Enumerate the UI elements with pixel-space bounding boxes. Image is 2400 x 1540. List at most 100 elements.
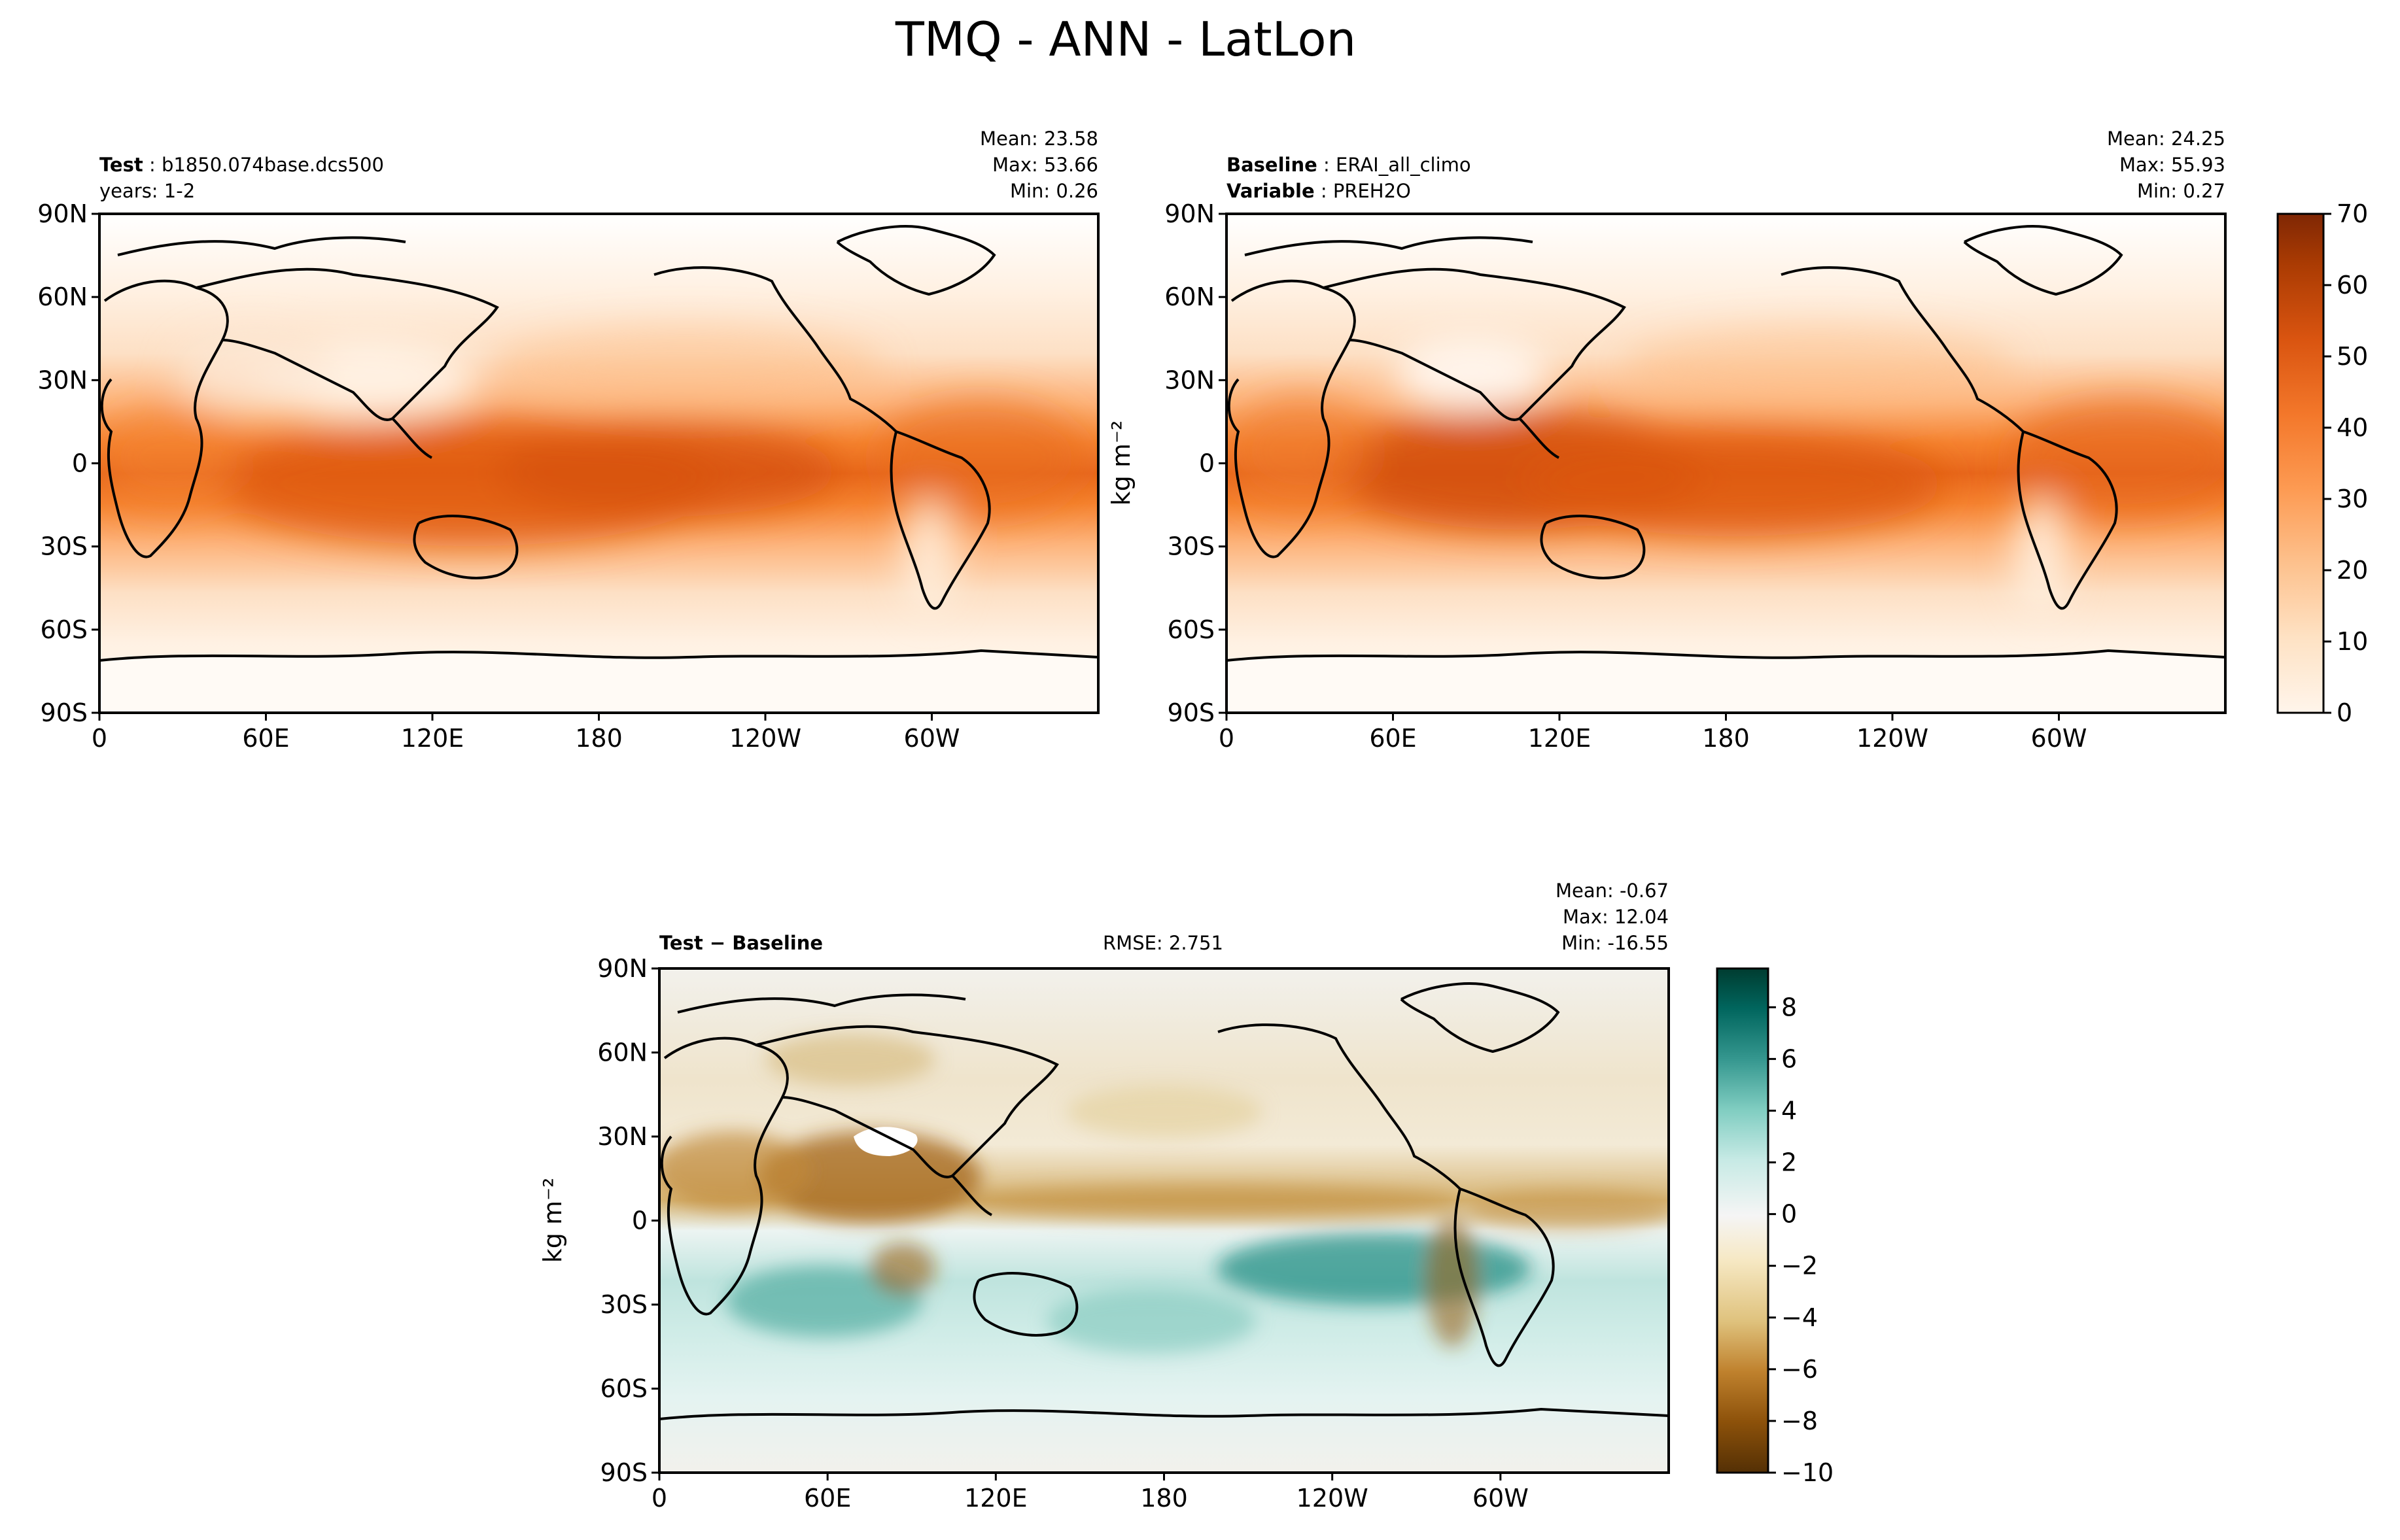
panel-baseline-yticks: 90N 60N 30N 0 30S 60S 90S	[1164, 199, 1226, 727]
colorbar-tick-label: −8	[1781, 1407, 1818, 1435]
colorbar-tick-label: 0	[2337, 698, 2352, 727]
panel-test-years: years: 1-2	[99, 180, 195, 202]
xtick-label: 60W	[904, 724, 960, 753]
colorbar-tick-label: 0	[1781, 1200, 1797, 1229]
ytick-label: 30S	[600, 1290, 648, 1319]
xtick-label: 120E	[1528, 724, 1591, 753]
panel-test-yticks: 90N 60N 30N 0 30S 60S 90S	[37, 199, 99, 727]
panel-test-label-sep: :	[143, 154, 162, 176]
panel-test-field	[99, 214, 1098, 713]
colorbar-tick-label: −10	[1781, 1458, 1834, 1487]
colorbar-tick-label: 30	[2337, 485, 2368, 513]
panel-diff-xticks: 0 60E 120E 180 120W 60W	[652, 1473, 1529, 1513]
colorbar-tick-label: 4	[1781, 1096, 1797, 1125]
xtick-label: 0	[1219, 724, 1234, 753]
panel-test-stat-max: Max: 53.66	[992, 154, 1098, 176]
ytick-label: 30S	[41, 532, 88, 561]
panel-diff-stat-min: Min: -16.55	[1561, 932, 1669, 954]
ytick-label: 90S	[41, 698, 88, 727]
panel-baseline-variable: Variable : PREH2O	[1226, 180, 1411, 202]
ytick-label: 60S	[600, 1375, 648, 1403]
panel-baseline-variable-bold: Variable	[1226, 180, 1315, 202]
ytick-label: 60S	[1168, 615, 1215, 644]
ytick-label: 30N	[597, 1122, 648, 1151]
panel-baseline-label-text: ERAI_all_climo	[1336, 154, 1471, 176]
colorbar-abs-fill	[2278, 214, 2323, 713]
ytick-label: 0	[72, 449, 88, 478]
ytick-label: 30N	[37, 366, 88, 394]
panel-baseline-variable-sep: :	[1315, 180, 1333, 202]
colorbar-diff-frame	[1716, 967, 1769, 1474]
xtick-label: 120W	[1856, 724, 1928, 753]
colorbar-diff-ticks: −10 −8 −6 −4 −2 0 2 4 6 8	[1768, 993, 1834, 1487]
xtick-label: 60E	[242, 724, 289, 753]
ytick-label: 0	[632, 1206, 648, 1235]
ytick-label: 90N	[1164, 199, 1215, 228]
xtick-label: 60E	[804, 1484, 851, 1513]
panel-diff-stat-mean: Mean: -0.67	[1556, 880, 1669, 902]
panel-test-xticks: 0 60E 120E 180 120W 60W	[92, 713, 960, 753]
colorbar-abs-ticks: 0 10 20 30 40 50 60 70	[2323, 199, 2368, 727]
colorbar-tick-label: 50	[2337, 342, 2368, 371]
xtick-label: 60W	[1472, 1484, 1529, 1513]
panel-baseline-label-bold: Baseline	[1226, 154, 1317, 176]
xtick-label: 60W	[2031, 724, 2087, 753]
colorbar-tick-label: 2	[1781, 1148, 1797, 1177]
colorbar-tick-label: −2	[1781, 1252, 1818, 1280]
panel-diff: Test − Baseline RMSE: 2.751 Mean: -0.67 …	[538, 880, 1670, 1513]
panel-diff-yticks: 90N 60N 30N 0 30S 60S 90S	[597, 954, 659, 1487]
ytick-label: 90N	[37, 199, 88, 228]
colorbar-tick-label: 6	[1781, 1044, 1797, 1073]
ytick-label: 90N	[597, 954, 648, 983]
xtick-label: 120W	[729, 724, 801, 753]
xtick-label: 120E	[401, 724, 464, 753]
colorbar-tick-label: 10	[2337, 627, 2368, 656]
ytick-label: 90S	[600, 1458, 648, 1487]
panel-baseline-stat-mean: Mean: 24.25	[2107, 128, 2225, 150]
xtick-label: 0	[92, 724, 107, 753]
panel-test-label-text: b1850.074base.dcs500	[162, 154, 384, 176]
colorbar-diff-fill	[1717, 968, 1768, 1473]
colorbar-tick-label: −6	[1781, 1355, 1818, 1384]
panel-baseline-stat-min: Min: 0.27	[2137, 180, 2225, 202]
ytick-label: 0	[1199, 449, 1215, 478]
xtick-label: 180	[575, 724, 623, 753]
panel-baseline-variable-text: PREH2O	[1333, 180, 1411, 202]
colorbar-diff: −10 −8 −6 −4 −2 0 2 4 6 8	[1716, 967, 1834, 1487]
colorbar-tick-label: 8	[1781, 993, 1797, 1021]
xtick-label: 180	[1702, 724, 1750, 753]
panel-diff-rmse: RMSE: 2.751	[1103, 932, 1223, 954]
ytick-label: 90S	[1168, 698, 1215, 727]
colorbar-abs-frame	[2276, 213, 2325, 714]
panel-test-label-bold: Test	[99, 154, 143, 176]
panel-diff-ylabel: kg m⁻²	[538, 1178, 567, 1263]
ytick-label: 60N	[1164, 282, 1215, 311]
xtick-label: 60E	[1369, 724, 1416, 753]
colorbar-tick-label: 20	[2337, 556, 2368, 585]
panel-test-stat-mean: Mean: 23.58	[980, 128, 1098, 150]
ytick-label: 60N	[37, 282, 88, 311]
panel-test-label: Test : b1850.074base.dcs500	[99, 154, 384, 176]
xtick-label: 120E	[964, 1484, 1028, 1513]
colorbar-tick-label: 70	[2337, 199, 2368, 228]
ytick-label: 60N	[597, 1038, 648, 1067]
coastlines-baseline	[1226, 225, 2225, 662]
panel-baseline-xticks: 0 60E 120E 180 120W 60W	[1219, 713, 2087, 753]
panel-diff-field	[659, 968, 1669, 1473]
coastlines-diff	[659, 982, 1669, 1420]
figure-title: TMQ - ANN - LatLon	[895, 12, 1356, 67]
panel-test-stat-min: Min: 0.26	[1010, 180, 1098, 202]
colorbar-tick-label: 40	[2337, 413, 2368, 442]
panel-baseline-stat-max: Max: 55.93	[2119, 154, 2225, 176]
colorbar-tick-label: 60	[2337, 271, 2368, 299]
ytick-label: 30S	[1168, 532, 1215, 561]
panel-baseline-ylabel: kg m⁻²	[1107, 420, 1136, 506]
panel-baseline: Baseline : ERAI_all_climo Variable : PRE…	[1107, 128, 2227, 753]
xtick-label: 120W	[1296, 1484, 1368, 1513]
ytick-label: 60S	[41, 615, 88, 644]
xtick-label: 180	[1140, 1484, 1188, 1513]
coastlines-test	[99, 225, 1098, 662]
colorbar-tick-label: −4	[1781, 1303, 1818, 1332]
panel-baseline-label: Baseline : ERAI_all_climo	[1226, 154, 1471, 176]
